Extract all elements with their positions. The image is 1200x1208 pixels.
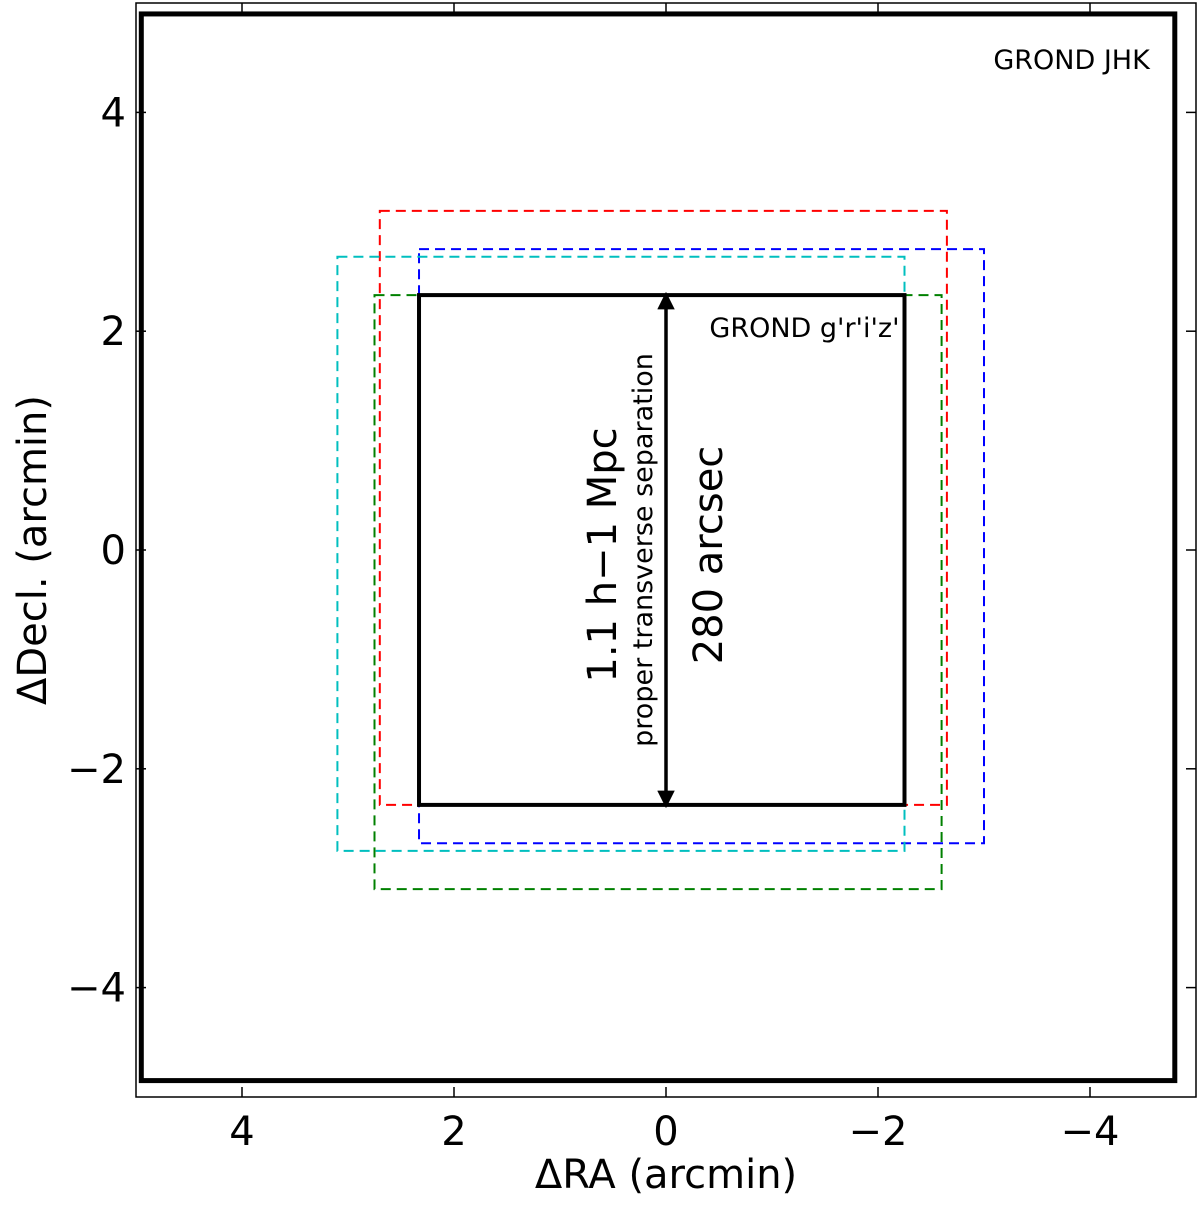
- field-griz: [417, 293, 907, 807]
- field-jhk: [138, 11, 1178, 1084]
- y-tick-label: −2: [67, 747, 126, 793]
- label-grond-jhk: GROND JHK: [993, 45, 1151, 76]
- y-tick-label: 4: [101, 90, 126, 136]
- labels: GROND JHK GROND g'r'i'z' ΔRA (arcmin) ΔDecl…: [10, 45, 1151, 1198]
- y-tick-label: −4: [67, 966, 126, 1012]
- x-axis-label: ΔRA (arcmin): [535, 1152, 797, 1198]
- x-tick-label: 0: [653, 1109, 678, 1155]
- y-tick-label: 2: [101, 309, 126, 355]
- ticks: 4 2 0 −2 −4 −4 −2 0 2 4: [67, 3, 1196, 1155]
- scale-label-sub: proper transverse separation: [628, 353, 659, 747]
- scale-label-arcsec: 280 arcsec: [686, 446, 732, 665]
- label-grond-griz: GROND g'r'i'z': [709, 313, 899, 344]
- x-tick-label: 4: [229, 1109, 254, 1155]
- y-axis-label: ΔDecl. (arcmin): [10, 395, 56, 705]
- scale-bar: 1.1 h−1 Mpc proper transverse separation 2…: [580, 291, 732, 809]
- scale-label-mpc: 1.1 h−1 Mpc: [580, 427, 626, 682]
- dither-pointing: [378, 209, 948, 806]
- x-tick-label: 2: [441, 1109, 466, 1155]
- dither-pointing: [373, 294, 943, 891]
- x-tick-label: −2: [849, 1109, 908, 1155]
- x-tick-label: −4: [1061, 1109, 1120, 1155]
- y-tick-label: 0: [101, 528, 126, 574]
- fields: [138, 11, 1178, 1084]
